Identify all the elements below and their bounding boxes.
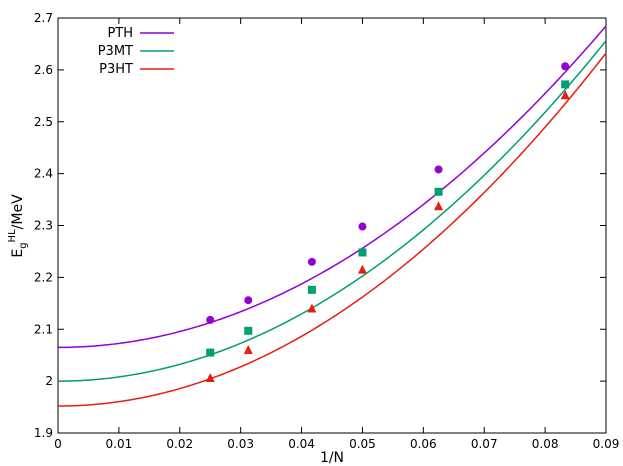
x-tick-label: 0.01 xyxy=(106,437,133,451)
pth-point xyxy=(434,165,443,174)
data-points xyxy=(205,62,570,383)
plot-frame xyxy=(57,17,607,434)
x-tick-label: 0.09 xyxy=(593,437,620,451)
p3ht-point xyxy=(205,373,215,383)
y-tick-label: 2.7 xyxy=(34,11,53,25)
legend: PTH P3MT P3HT xyxy=(98,26,174,77)
x-tick-label: 0 xyxy=(54,437,62,451)
p3mt-point xyxy=(206,348,215,357)
y-tick-label: 1.9 xyxy=(34,426,53,440)
pth-point xyxy=(244,296,253,305)
p3ht-point xyxy=(560,90,570,100)
x-tick-label: 0.03 xyxy=(227,437,254,451)
y-tick-label: 2.4 xyxy=(34,167,53,181)
p3mt-point xyxy=(434,187,443,196)
fit-curve-p3ht xyxy=(57,52,607,407)
p3ht-point xyxy=(307,303,317,313)
p3mt-point xyxy=(561,80,570,89)
y-tick-label: 2.1 xyxy=(34,322,53,336)
x-tick-label: 0.08 xyxy=(532,437,559,451)
legend-label-p3ht: P3HT xyxy=(99,62,133,77)
legend-label-pth: PTH xyxy=(107,26,133,41)
x-tick-label: 0.06 xyxy=(410,437,437,451)
y-axis-title-base: E xyxy=(10,249,26,258)
y-tick-label: 2.3 xyxy=(34,219,53,233)
fit-curve-pth xyxy=(57,25,607,349)
x-tick-label: 0.04 xyxy=(288,437,315,451)
p3ht-point xyxy=(434,201,444,211)
fit-curve-p3mt xyxy=(57,40,607,382)
x-tick-label: 0.02 xyxy=(166,437,193,451)
y-tick-label: 2.5 xyxy=(34,115,53,129)
y-tick-label: 2.2 xyxy=(34,270,53,284)
axis-ticks: 0 0.01 0.02 0.03 0.04 0.05 0.06 0.07 0.08 0.09 1.9… xyxy=(34,11,619,451)
p3ht-point xyxy=(357,264,367,274)
y-axis-title-sup: HL xyxy=(7,229,18,243)
p3ht-point xyxy=(243,345,253,354)
y-tick-label: 2 xyxy=(45,374,53,388)
legend-label-p3mt: P3MT xyxy=(98,44,133,59)
p3mt-point xyxy=(307,285,316,294)
p3mt-point xyxy=(244,326,253,335)
y-axis-title-rest: /MeV xyxy=(10,194,26,229)
p3mt-point xyxy=(358,248,367,257)
y-axis-title-sub: g xyxy=(18,242,29,248)
x-axis-title: 1/N xyxy=(320,450,344,466)
y-tick-label: 2.6 xyxy=(34,63,53,77)
pth-point xyxy=(206,315,215,324)
pth-point xyxy=(307,257,316,266)
y-axis-title: EgHL/MeV xyxy=(7,194,29,258)
pth-point xyxy=(561,62,570,71)
x-tick-label: 0.07 xyxy=(471,437,498,451)
pth-point xyxy=(358,222,367,231)
fit-curves xyxy=(57,25,607,407)
x-tick-label: 0.05 xyxy=(349,437,376,451)
